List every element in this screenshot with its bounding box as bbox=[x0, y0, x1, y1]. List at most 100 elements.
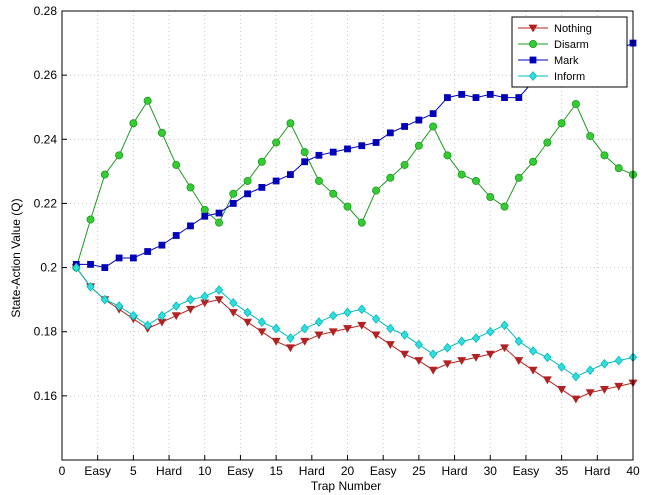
data-point-mark bbox=[329, 148, 337, 156]
legend-item-mark: Mark bbox=[518, 55, 579, 67]
data-point-disarm bbox=[372, 186, 381, 195]
data-point-inform bbox=[200, 291, 209, 302]
x-tick-label: Hard bbox=[156, 464, 182, 478]
data-point-nothing bbox=[585, 389, 595, 398]
x-tick-label: Hard bbox=[442, 464, 468, 478]
data-point-nothing bbox=[528, 366, 538, 375]
data-point-inform bbox=[100, 294, 109, 305]
x-axis-label: Trap Number bbox=[311, 479, 381, 493]
data-point-nothing bbox=[485, 350, 495, 359]
data-point-nothing bbox=[414, 357, 424, 365]
data-point-mark bbox=[115, 254, 123, 262]
x-tick-label: Hard bbox=[299, 464, 325, 478]
data-point-inform bbox=[443, 342, 452, 353]
data-point-nothing bbox=[357, 321, 367, 330]
data-point-mark bbox=[258, 183, 266, 191]
data-point-mark bbox=[415, 116, 423, 124]
data-point-nothing bbox=[557, 386, 567, 394]
data-point-mark bbox=[458, 90, 466, 98]
data-point-disarm bbox=[200, 205, 209, 214]
data-point-nothing bbox=[271, 337, 281, 346]
data-point-mark bbox=[372, 139, 380, 146]
data-point-inform bbox=[528, 346, 538, 356]
data-point-disarm bbox=[143, 96, 152, 105]
data-point-mark bbox=[129, 254, 137, 262]
data-point-nothing bbox=[257, 328, 267, 337]
data-point-inform bbox=[143, 320, 152, 331]
data-point-disarm bbox=[486, 193, 495, 202]
data-point-disarm bbox=[443, 151, 452, 160]
data-point-nothing bbox=[328, 328, 338, 337]
data-point-inform bbox=[429, 349, 438, 359]
data-point-disarm bbox=[86, 215, 95, 224]
data-point-inform bbox=[357, 304, 366, 315]
x-tick-label: 5 bbox=[130, 464, 137, 478]
data-point-inform bbox=[600, 358, 609, 369]
y-tick-label: 0.18 bbox=[34, 325, 58, 339]
data-point-mark bbox=[144, 248, 152, 255]
data-point-inform bbox=[86, 281, 95, 292]
data-point-disarm bbox=[357, 218, 366, 227]
data-point-mark bbox=[272, 177, 280, 185]
data-point-inform bbox=[586, 365, 595, 376]
data-point-disarm bbox=[514, 173, 523, 182]
data-point-nothing bbox=[371, 331, 381, 340]
data-point-inform bbox=[172, 301, 181, 311]
data-point-inform bbox=[243, 307, 252, 318]
data-point-inform bbox=[214, 285, 224, 295]
data-point-mark bbox=[229, 200, 237, 207]
data-point-mark bbox=[201, 212, 209, 220]
data-point-nothing bbox=[243, 318, 253, 327]
data-point-inform bbox=[114, 301, 124, 311]
data-point-mark bbox=[244, 190, 251, 198]
data-point-nothing bbox=[385, 341, 395, 349]
data-point-inform bbox=[229, 298, 238, 308]
data-point-disarm bbox=[172, 160, 181, 169]
data-point-inform bbox=[157, 310, 167, 321]
legend-marker bbox=[528, 24, 538, 33]
data-point-disarm bbox=[272, 138, 281, 147]
data-point-mark bbox=[515, 94, 523, 101]
data-point-nothing bbox=[314, 331, 324, 340]
x-tick-label: 20 bbox=[341, 464, 355, 478]
data-point-mark bbox=[101, 264, 109, 271]
data-point-disarm bbox=[543, 138, 552, 147]
axis-ticks: 0 Easy 5 Hard 10 Easy 15 Hard 20 Easy 25 Hard 30 Easy… bbox=[34, 4, 640, 478]
data-point-disarm bbox=[186, 183, 195, 192]
y-tick-label: 0.2 bbox=[40, 261, 57, 275]
data-point-disarm bbox=[314, 176, 323, 185]
data-point-inform bbox=[514, 336, 523, 347]
data-point-mark bbox=[215, 209, 223, 217]
data-point-inform bbox=[271, 323, 281, 334]
x-tick-label: Hard bbox=[584, 464, 610, 478]
data-point-nothing bbox=[614, 382, 624, 391]
data-point-inform bbox=[571, 371, 581, 382]
data-point-inform bbox=[486, 326, 495, 337]
data-point-mark bbox=[401, 123, 409, 130]
data-point-disarm bbox=[571, 100, 580, 109]
data-point-disarm bbox=[129, 119, 138, 128]
data-point-inform bbox=[72, 262, 81, 273]
data-point-mark bbox=[344, 145, 351, 153]
data-point-disarm bbox=[100, 170, 109, 179]
data-point-inform bbox=[400, 330, 409, 340]
data-point-disarm bbox=[414, 141, 423, 150]
data-point-disarm bbox=[586, 132, 595, 141]
legend-label: Nothing bbox=[554, 23, 592, 35]
data-point-nothing bbox=[514, 357, 524, 365]
series-line-disarm bbox=[75, 99, 634, 268]
data-point-disarm bbox=[471, 176, 480, 185]
data-point-disarm bbox=[429, 122, 438, 131]
x-tick-label: 25 bbox=[412, 464, 426, 478]
legend-item-inform: Inform bbox=[518, 71, 585, 83]
legend-label: Mark bbox=[554, 55, 579, 67]
series-line-inform bbox=[75, 267, 634, 378]
legend-item-disarm: Disarm bbox=[518, 39, 589, 51]
y-axis-label: State-Action Value (Q) bbox=[9, 198, 23, 317]
legend-items: Nothing Disarm Mark Inform bbox=[518, 23, 592, 83]
data-point-disarm bbox=[215, 218, 224, 227]
data-point-nothing bbox=[457, 357, 467, 365]
data-point-nothing bbox=[214, 296, 224, 305]
x-tick-label: 10 bbox=[198, 464, 212, 478]
data-point-nothing bbox=[343, 325, 352, 333]
